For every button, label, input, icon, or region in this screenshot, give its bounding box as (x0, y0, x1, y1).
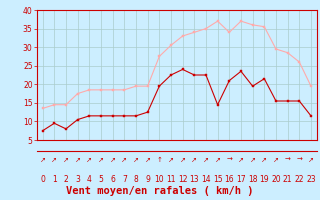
Text: ↗: ↗ (215, 157, 220, 163)
Text: ↗: ↗ (133, 157, 139, 163)
Text: 21: 21 (283, 176, 292, 184)
Text: →: → (226, 157, 232, 163)
Text: 1: 1 (52, 176, 57, 184)
Text: 18: 18 (248, 176, 257, 184)
Text: ↗: ↗ (308, 157, 314, 163)
Text: 10: 10 (155, 176, 164, 184)
Text: 2: 2 (64, 176, 68, 184)
Text: ↗: ↗ (191, 157, 197, 163)
Text: 12: 12 (178, 176, 188, 184)
Text: ↗: ↗ (98, 157, 104, 163)
Text: ↑: ↑ (156, 157, 162, 163)
Text: ↗: ↗ (250, 157, 256, 163)
Text: 20: 20 (271, 176, 281, 184)
Text: 3: 3 (75, 176, 80, 184)
Text: 22: 22 (294, 176, 304, 184)
Text: 4: 4 (87, 176, 92, 184)
Text: ↗: ↗ (110, 157, 116, 163)
Text: ↗: ↗ (40, 157, 45, 163)
Text: 7: 7 (122, 176, 127, 184)
Text: 19: 19 (260, 176, 269, 184)
Text: 23: 23 (306, 176, 316, 184)
Text: →: → (285, 157, 291, 163)
Text: 16: 16 (225, 176, 234, 184)
Text: ↗: ↗ (52, 157, 57, 163)
Text: →: → (296, 157, 302, 163)
Text: ↗: ↗ (63, 157, 69, 163)
Text: 15: 15 (213, 176, 222, 184)
Text: 0: 0 (40, 176, 45, 184)
Text: ↗: ↗ (203, 157, 209, 163)
Text: 13: 13 (189, 176, 199, 184)
Text: ↗: ↗ (75, 157, 81, 163)
Text: ↗: ↗ (145, 157, 151, 163)
Text: 8: 8 (133, 176, 138, 184)
Text: ↗: ↗ (168, 157, 174, 163)
Text: 6: 6 (110, 176, 115, 184)
Text: ↗: ↗ (273, 157, 279, 163)
Text: 17: 17 (236, 176, 246, 184)
Text: 14: 14 (201, 176, 211, 184)
Text: ↗: ↗ (238, 157, 244, 163)
Text: ↗: ↗ (261, 157, 267, 163)
Text: ↗: ↗ (121, 157, 127, 163)
Text: 5: 5 (99, 176, 103, 184)
Text: ↗: ↗ (180, 157, 186, 163)
Text: Vent moyen/en rafales ( km/h ): Vent moyen/en rafales ( km/h ) (66, 186, 254, 196)
Text: 11: 11 (166, 176, 176, 184)
Text: ↗: ↗ (86, 157, 92, 163)
Text: 9: 9 (145, 176, 150, 184)
